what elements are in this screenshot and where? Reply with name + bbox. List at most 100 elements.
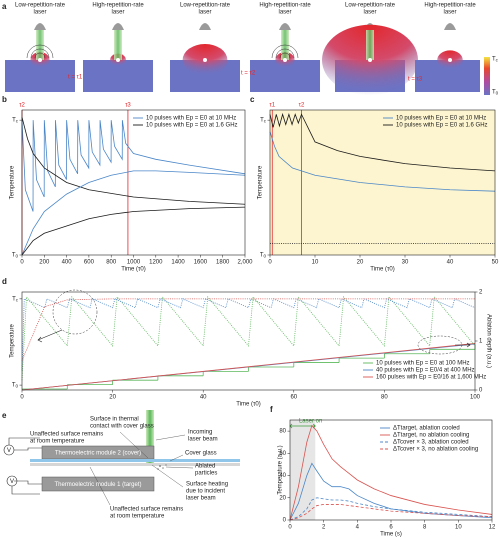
series-line	[21, 206, 246, 256]
plot-frame	[289, 419, 493, 521]
series-line	[289, 497, 493, 521]
subscript: c	[16, 298, 19, 303]
subscript: 0	[496, 91, 499, 96]
annotation: Unaffected surface remains	[30, 432, 103, 438]
legend-label: ΔTtarget, ablation cooled	[393, 426, 460, 432]
shade-label: Laser on	[299, 419, 322, 425]
series-line	[21, 117, 246, 205]
subscript: 0	[15, 254, 18, 259]
laser-beam	[366, 30, 374, 60]
y-tick-label: Tc	[12, 118, 19, 124]
pressure-wave	[271, 44, 299, 59]
x-tick-label: 400	[62, 260, 73, 266]
series-line	[21, 295, 476, 381]
x-tick-label: 60	[290, 395, 297, 401]
laser-label: Low-repetition-rate	[15, 3, 66, 9]
x-tick-label: 30	[402, 260, 409, 266]
series-line	[21, 120, 246, 212]
hot-spot	[38, 58, 42, 62]
colorbar-label: T0	[492, 90, 499, 96]
pressure-wave	[26, 44, 54, 59]
y2-tick-label: 1	[479, 339, 483, 345]
pressure-wave	[279, 52, 291, 59]
annotation: particles	[195, 471, 217, 477]
panel-label: c	[250, 95, 255, 104]
x-tick-label: 10	[312, 260, 319, 266]
legend-label: ΔTtarget, no ablation cooling	[393, 433, 469, 439]
y-axis-label: Temperature	[10, 323, 16, 357]
plot-background	[270, 110, 495, 255]
subscript: c	[496, 58, 499, 63]
hot-spot	[283, 58, 287, 62]
panel-label: e	[2, 411, 7, 420]
x-tick-label: 1200	[149, 260, 163, 266]
laser-label: Low-repetition-rate	[180, 3, 231, 9]
y2-tick-label: 0	[479, 388, 483, 394]
x-tick-label: 2	[322, 525, 326, 531]
annotation: Surface in thermal	[90, 417, 139, 423]
plot-frame	[21, 291, 476, 391]
plot-frame	[21, 109, 246, 256]
y-tick-label: 60	[279, 451, 286, 457]
marker-label: τ2	[19, 103, 25, 109]
pressure-wave	[275, 48, 295, 59]
legend-label: 10 pulses with Ep = E0 at 10 MHz	[146, 116, 236, 122]
legend-label: 10 pulses with Ep = E0 at 10 MHz	[396, 116, 486, 122]
laser-label: laser	[198, 10, 211, 16]
subscript: c	[16, 119, 19, 124]
annotation: due to incident	[186, 489, 225, 495]
y-tick-label: 20	[279, 495, 286, 501]
x-tick-label: 600	[84, 260, 95, 266]
colorbar-label: Tc	[492, 57, 499, 63]
time-label: t = τ3	[408, 77, 423, 83]
x-tick-label: 50	[492, 260, 499, 266]
x-axis-label: Time (τ0)	[121, 267, 145, 273]
y-tick-label: 40	[279, 473, 286, 479]
pressure-wave	[30, 48, 50, 59]
annotation: at room temperature	[110, 514, 165, 520]
y-tick-label: Tc	[260, 118, 267, 124]
series-line	[21, 170, 246, 256]
annotation: contact with cover glass	[90, 424, 154, 430]
x-axis-label: Time (s)	[380, 532, 402, 538]
panel-label: f	[270, 405, 273, 414]
legend-label: 10 pulses with Ep = E0 at 1.6 GHz	[396, 123, 488, 129]
x-tick-label: 0	[268, 260, 272, 266]
y-axis-label: Temperature	[258, 165, 264, 199]
laser-label: laser	[33, 10, 46, 16]
y-tick-label: Tc	[12, 296, 19, 302]
module-label: Thermoelectric module 1 (target)	[54, 482, 141, 488]
series-line	[289, 424, 493, 521]
legend-label: 40 pulses with Ep = E0/4 at 400 MHz	[376, 368, 475, 374]
x-tick-label: 6	[389, 525, 393, 531]
series-line	[21, 298, 475, 361]
cover-glass	[30, 459, 240, 462]
legend-label: ΔTcover × 3, no ablation cooling	[393, 447, 478, 453]
x-tick-label: 80	[381, 395, 388, 401]
laser-label: High-repetition-rate	[424, 3, 476, 9]
legend-label: 10 pulses with Ep = E0 at 1.6 GHz	[146, 123, 238, 129]
arrow	[37, 329, 471, 348]
x-tick-label: 0	[20, 395, 24, 401]
laser-label: High-repetition-rate	[259, 3, 311, 9]
hot-spot	[448, 58, 452, 62]
laser-icon	[34, 23, 46, 30]
panel-label: d	[2, 277, 7, 286]
x-tick-label: 0	[20, 260, 24, 266]
chart: d 0 20 40 60 80 100 T0 Tc 0 1 2 Time (τ0) Temperature…	[2, 277, 491, 407]
subscript: 0	[15, 384, 18, 389]
marker-label: τ3	[125, 103, 131, 109]
series-line	[289, 462, 493, 521]
chart: b 0 200 400 600 800 1000 1200 1400 1600 1800 2,000 T…	[2, 95, 253, 272]
x-tick-label: 12	[489, 525, 496, 531]
subscript: c	[264, 119, 267, 124]
laser-icon	[444, 23, 456, 30]
y-tick-label: T0	[260, 253, 267, 259]
panel-e: e Surface in thermal contact with cover …	[2, 410, 240, 520]
wire	[8, 437, 40, 495]
pressure-wave	[34, 52, 46, 59]
chart: c 0 10 20 30 40 50 T0 Tc Time (τ0) Temperature τ1 τ2…	[250, 95, 499, 272]
x-tick-label: 8	[423, 525, 427, 531]
x-tick-label: 1000	[127, 260, 141, 266]
